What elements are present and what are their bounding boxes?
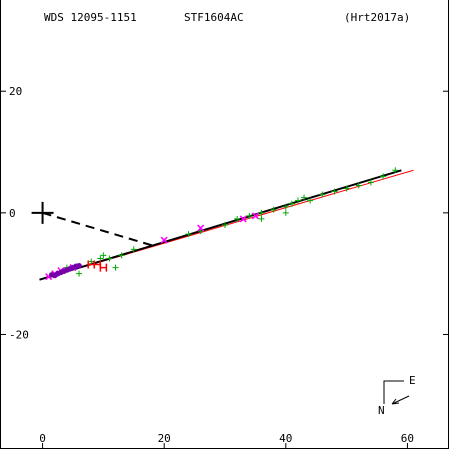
observation-x (239, 215, 247, 223)
observation-plus (130, 246, 137, 253)
observation-plus (380, 173, 387, 180)
y-tick-label: 20 (9, 85, 22, 98)
observation-x (160, 236, 168, 244)
x-tick-label: 40 (279, 432, 292, 445)
observation-dot (58, 269, 64, 276)
observation-plus (258, 209, 265, 216)
observation-plus (282, 209, 289, 216)
primary-star-group (31, 201, 54, 224)
observation-dot (64, 267, 70, 273)
chart-header-center: STF1604AC (184, 11, 244, 24)
data-points (45, 167, 399, 281)
x-tick-label: 0 (39, 432, 46, 445)
periastron-connector (42, 211, 156, 248)
observation-plus (222, 222, 228, 228)
observation-plus (282, 203, 289, 210)
observation-x (251, 212, 259, 220)
observation-plus (331, 188, 338, 195)
observation-plus (301, 194, 308, 201)
observation-plus (234, 215, 241, 222)
observation-plus (246, 212, 253, 219)
observation-plus (100, 252, 107, 259)
observation-dot (76, 262, 82, 269)
observation-plus (118, 252, 125, 259)
observation-plus (307, 197, 314, 204)
x-tick-label: 60 (401, 432, 414, 445)
tick-group: 0 20 40 60 20 0 -20 (0, 85, 449, 449)
compass-indicator: EN (378, 374, 416, 417)
observation-plus (185, 231, 192, 238)
observation-plus (258, 215, 265, 222)
observation-x (197, 224, 205, 232)
compass-north-label: N (378, 404, 385, 417)
observation-plus (367, 179, 374, 186)
observation-plus (294, 197, 301, 204)
compass-motion-arrow (391, 395, 410, 405)
chart-header-left: WDS 12095-1151 (44, 11, 137, 24)
y-tick-label: -20 (9, 328, 29, 341)
observation-plus (392, 167, 399, 174)
observation-plus (106, 255, 113, 262)
observation-plus (76, 270, 83, 277)
observation-plus (270, 206, 277, 213)
y-tick-label: 0 (9, 207, 16, 220)
chart-header-right: (Hrt2017a) (344, 11, 410, 24)
observation-dot (70, 264, 76, 271)
observation-bar (99, 263, 108, 272)
x-tick-label: 20 (158, 432, 171, 445)
observation-plus (112, 264, 119, 271)
observation-plus (88, 258, 95, 265)
observation-plus (355, 182, 362, 189)
observation-plus (319, 191, 326, 198)
observation-plus (97, 255, 104, 262)
primary-star-marker (31, 201, 54, 224)
compass-east-label: E (409, 374, 416, 387)
observation-plus (343, 185, 350, 192)
observation-dot (51, 272, 58, 279)
observation-plus (288, 200, 295, 207)
compass-axes (383, 380, 404, 404)
